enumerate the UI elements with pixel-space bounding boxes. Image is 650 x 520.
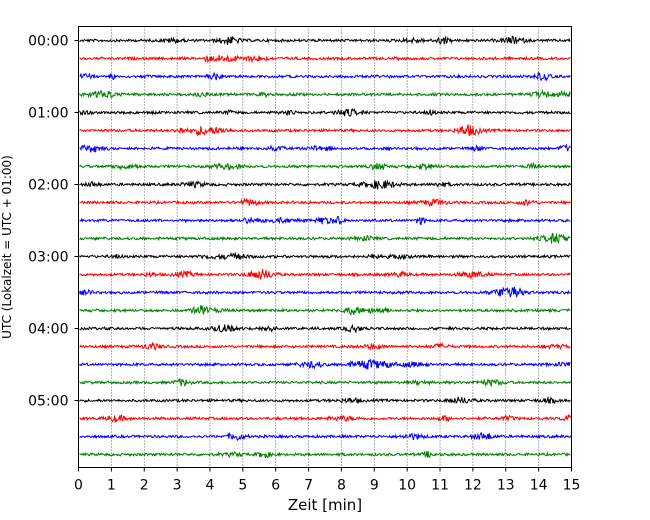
trace-line	[79, 358, 571, 370]
x-tick-label: 7	[304, 478, 313, 494]
trace-line	[79, 54, 571, 64]
x-tick-label: 14	[530, 478, 548, 494]
trace-line	[79, 323, 571, 334]
x-tick-label: 6	[271, 478, 280, 494]
y-axis: 00:00 01:00 02:00 03:00 04:00 05:00	[28, 34, 79, 410]
x-tick-label: 11	[431, 478, 449, 494]
trace-line	[79, 143, 571, 153]
x-tick-label: 8	[337, 478, 346, 494]
y-tick-label: 02:00	[28, 178, 68, 194]
x-axis: 0 1 2 3 4 5 6 7 8 9 10 11 12 13 14 15	[74, 467, 581, 494]
trace-line	[79, 108, 571, 117]
y-tick-label: 05:00	[28, 394, 68, 410]
trace-line	[79, 161, 571, 172]
x-tick-label: 12	[464, 478, 482, 494]
trace-line	[79, 378, 571, 388]
trace-line	[79, 413, 571, 423]
x-tick-label: 13	[497, 478, 515, 494]
trace-line	[79, 179, 571, 190]
trace-line	[79, 124, 571, 137]
x-axis-label: Zeit [min]	[288, 496, 362, 514]
seismic-traces	[79, 35, 571, 459]
trace-line	[79, 395, 571, 405]
x-tick-label: 10	[398, 478, 416, 494]
y-tick-label: 01:00	[28, 106, 68, 122]
x-tick-label: 1	[107, 478, 116, 494]
trace-line	[79, 341, 571, 351]
trace-line	[79, 216, 571, 226]
trace-line	[79, 35, 571, 45]
x-tick-label: 3	[173, 478, 182, 494]
trace-line	[79, 304, 571, 316]
trace-line	[79, 197, 571, 207]
trace-line	[79, 88, 571, 99]
trace-line	[79, 251, 571, 261]
x-tick-label: 2	[140, 478, 149, 494]
trace-line	[79, 71, 571, 82]
trace-line	[79, 268, 571, 281]
y-tick-label: 00:00	[28, 34, 68, 50]
plot-frame	[78, 26, 572, 468]
y-tick-label: 04:00	[28, 322, 68, 338]
x-tick-label: 15	[563, 478, 581, 494]
x-tick-label: 0	[74, 478, 83, 494]
y-tick-label: 03:00	[28, 250, 68, 266]
trace-line	[79, 232, 571, 244]
trace-line	[79, 286, 571, 298]
x-tick-label: 5	[238, 478, 247, 494]
trace-line	[79, 431, 571, 442]
x-tick-label: 4	[206, 478, 215, 494]
trace-line	[79, 450, 571, 459]
x-tick-label: 9	[370, 478, 379, 494]
y-axis-label: UTC (Lokalzeit = UTC + 01:00)	[0, 155, 14, 339]
